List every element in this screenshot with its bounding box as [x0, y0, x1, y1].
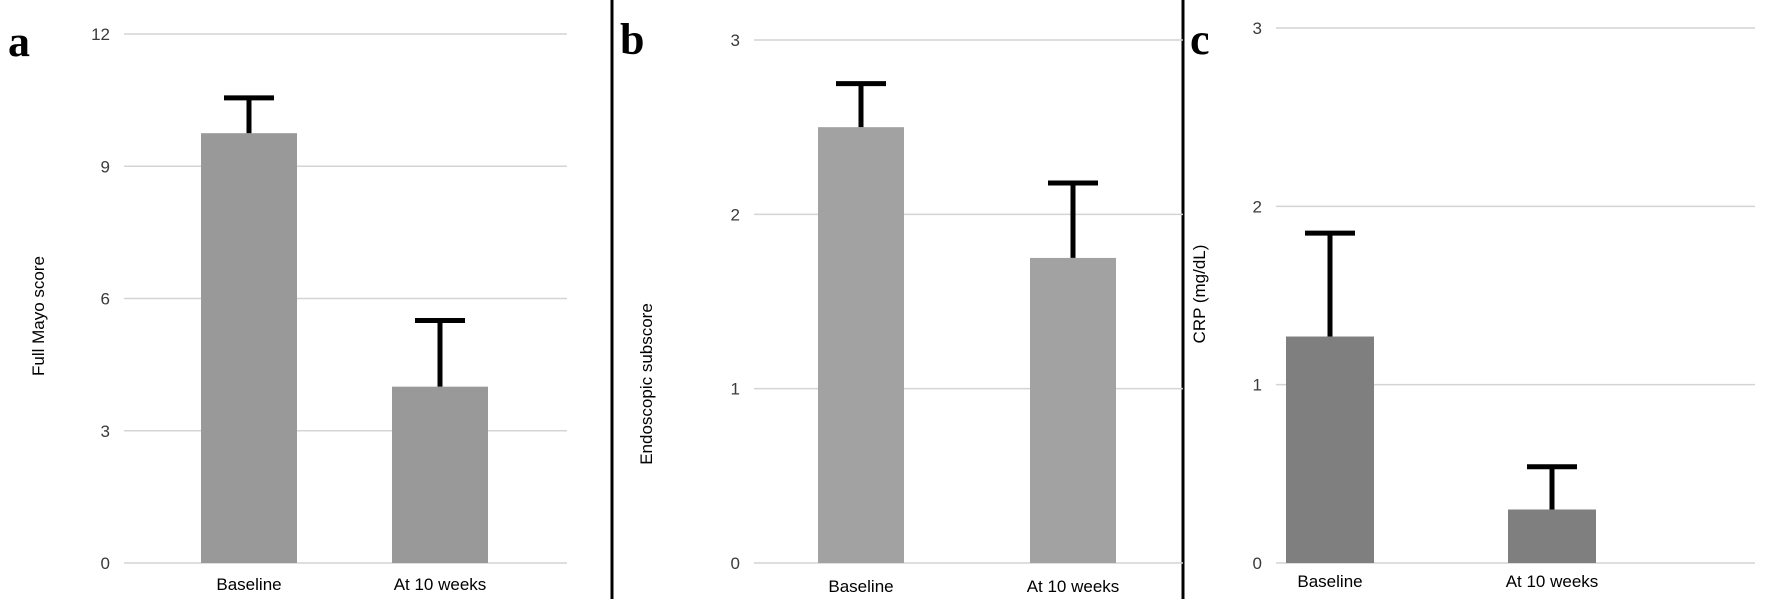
panel-label: a [8, 17, 30, 66]
y-tick-label: 3 [101, 422, 110, 441]
y-tick-label: 3 [731, 31, 740, 50]
category-label: At 10 weeks [394, 575, 487, 594]
bar [392, 386, 488, 563]
y-tick-label: 0 [1253, 554, 1262, 573]
y-tick-label: 9 [101, 157, 110, 176]
category-label: At 10 weeks [1506, 572, 1599, 591]
panel-label: b [620, 15, 644, 64]
y-tick-label: 0 [101, 554, 110, 573]
y-tick-label: 12 [91, 25, 110, 44]
y-axis-title: Full Mayo score [29, 256, 48, 376]
category-label: At 10 weeks [1027, 577, 1120, 596]
y-tick-label: 1 [1253, 376, 1262, 395]
y-axis-title: Endoscopic subscore [637, 303, 656, 465]
y-tick-label: 1 [731, 380, 740, 399]
y-tick-label: 2 [731, 205, 740, 224]
y-tick-label: 6 [101, 290, 110, 309]
y-tick-label: 2 [1253, 197, 1262, 216]
y-tick-label: 0 [731, 554, 740, 573]
y-axis-title: CRP (mg/dL) [1190, 245, 1209, 344]
panel-label: c [1190, 15, 1210, 64]
bar [201, 133, 297, 563]
category-label: Baseline [1297, 572, 1362, 591]
category-label: Baseline [828, 577, 893, 596]
category-label: Baseline [216, 575, 281, 594]
bar [1286, 336, 1374, 563]
bar [818, 127, 904, 564]
y-tick-label: 3 [1253, 19, 1262, 38]
bar [1508, 509, 1596, 563]
bar [1030, 257, 1116, 563]
